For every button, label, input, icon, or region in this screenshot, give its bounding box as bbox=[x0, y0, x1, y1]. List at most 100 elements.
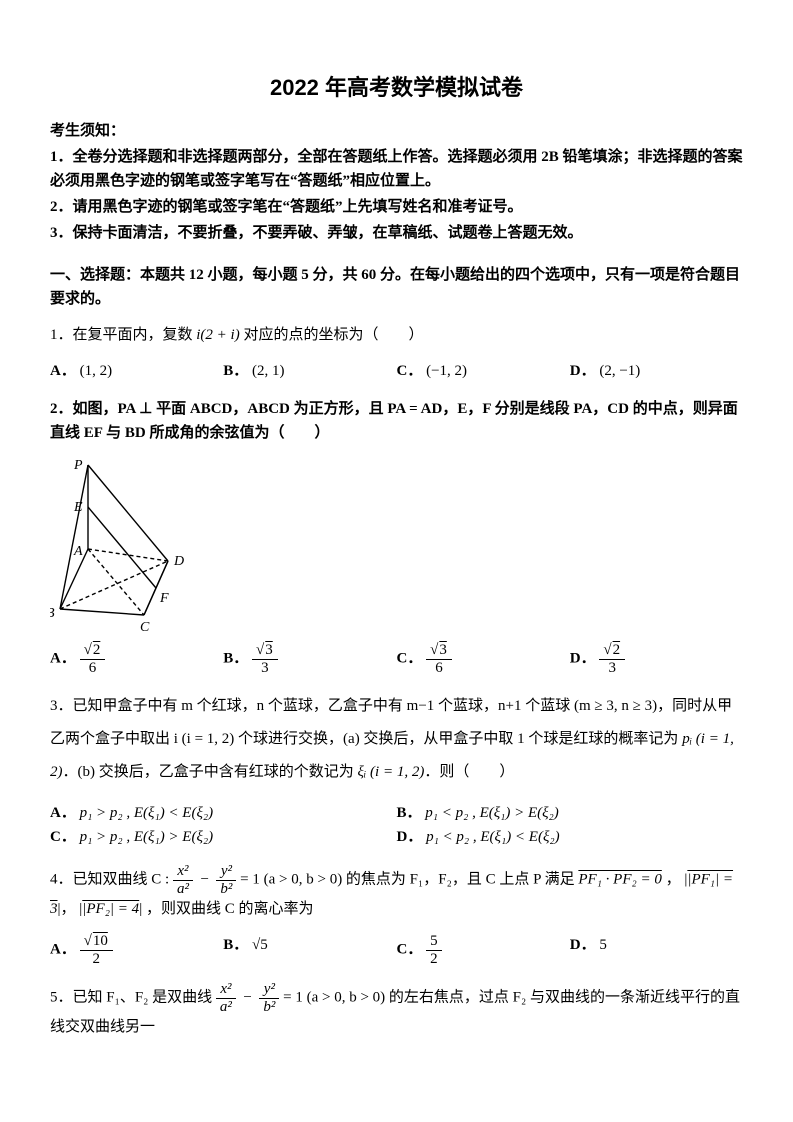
q5-frac2: y²b² bbox=[259, 981, 279, 1015]
q3-options: A． p₁ > p₂ , E(ξ₁) < E(ξ₂) B． p₁ < p₂ , … bbox=[50, 801, 743, 849]
q3-d-val: p₁ < p₂ , E(ξ₁) < E(ξ₂) bbox=[426, 829, 560, 845]
q4-frac1: x²a² bbox=[173, 863, 193, 897]
opt-label-d: D． bbox=[570, 363, 596, 379]
q1-opt-a-val: (1, 2) bbox=[80, 363, 113, 379]
q4-opt-b: B． √5 bbox=[223, 933, 396, 967]
q4-sep1: ， bbox=[666, 872, 681, 888]
q3-opt-d: D． p₁ < p₂ , E(ξ₁) < E(ξ₂) bbox=[397, 825, 744, 849]
q4-opt-d: D． 5 bbox=[570, 933, 743, 967]
q5-num2: y² bbox=[259, 981, 279, 999]
q3-a-val: p₁ > p₂ , E(ξ₁) < E(ξ₂) bbox=[80, 805, 214, 821]
q5-den2: b² bbox=[259, 999, 279, 1016]
q4-c-num: 5 bbox=[426, 933, 442, 951]
q4-pf2: |PF₂| = 4 bbox=[82, 901, 139, 917]
question-3: 3．已知甲盒子中有 m 个红球，n 个蓝球，乙盒子中有 m−1 个蓝球，n+1 … bbox=[50, 690, 743, 789]
q1-options: A． (1, 2) B． (2, 1) C． (−1, 2) D． (2, −1… bbox=[50, 359, 743, 383]
q4-num2: y² bbox=[216, 863, 236, 881]
q2-c-num: 3 bbox=[438, 642, 448, 658]
svg-text:A: A bbox=[73, 544, 83, 559]
opt-label-d: D． bbox=[570, 651, 596, 667]
opt-label-a: A． bbox=[50, 942, 76, 958]
q4-num1: x² bbox=[173, 863, 193, 881]
q4-a-num: 10 bbox=[92, 933, 109, 949]
q5-pre: 5．已知 F₁、F₂ 是双曲线 bbox=[50, 990, 216, 1006]
q1-opt-d-val: (2, −1) bbox=[599, 363, 640, 379]
svg-text:C: C bbox=[140, 620, 150, 632]
q2-figure: P A B C D E F bbox=[50, 457, 743, 632]
opt-label-c: C． bbox=[397, 651, 423, 667]
q4-c-den: 2 bbox=[426, 951, 442, 968]
q4-pre: 4．已知双曲线 C : bbox=[50, 872, 173, 888]
opt-label-d: D． bbox=[397, 829, 423, 845]
q1-stem-post: 对应的点的坐标为（ ） bbox=[240, 327, 424, 343]
q4-b-val: √5 bbox=[252, 937, 268, 953]
section-1-heading: 一、选择题：本题共 12 小题，每小题 5 分，共 60 分。在每小题给出的四个… bbox=[50, 263, 743, 311]
q4-opt-c: C． 52 bbox=[397, 933, 570, 967]
q5-num1: x² bbox=[216, 981, 236, 999]
instr-line-3: 3．保持卡面清洁，不要折叠，不要弄破、弄皱，在草稿纸、试题卷上答题无效。 bbox=[50, 221, 743, 245]
opt-label-a: A． bbox=[50, 651, 76, 667]
q3-opt-b: B． p₁ < p₂ , E(ξ₁) > E(ξ₂) bbox=[397, 801, 744, 825]
q1-opt-b: B． (2, 1) bbox=[223, 359, 396, 383]
question-5: 5．已知 F₁、F₂ 是双曲线 x²a² − y²b² = 1 (a > 0, … bbox=[50, 981, 743, 1039]
q4-post: ，则双曲线 C 的离心率为 bbox=[146, 901, 314, 917]
q2-opt-d: D． √23 bbox=[570, 642, 743, 676]
q5-den1: a² bbox=[216, 999, 236, 1016]
question-2: 2．如图，PA ⊥ 平面 ABCD，ABCD 为正方形，且 PA = AD，E，… bbox=[50, 397, 743, 445]
q1-opt-c: C． (−1, 2) bbox=[397, 359, 570, 383]
q3-opt-c: C． p₁ > p₂ , E(ξ₁) > E(ξ₂) bbox=[50, 825, 397, 849]
q2-stem: 2．如图，PA ⊥ 平面 ABCD，ABCD 为正方形，且 PA = AD，E，… bbox=[50, 401, 738, 441]
opt-label-d: D． bbox=[570, 937, 596, 953]
q3-c-val: p₁ > p₂ , E(ξ₁) > E(ξ₂) bbox=[80, 829, 214, 845]
svg-text:P: P bbox=[73, 458, 83, 473]
question-4: 4．已知双曲线 C : x²a² − y²b² = 1 (a > 0, b > … bbox=[50, 863, 743, 921]
q1-opt-b-val: (2, 1) bbox=[252, 363, 285, 379]
q4-cond: = 1 (a > 0, b > 0) 的焦点为 F₁，F₂，且 C 上点 P 满… bbox=[240, 872, 578, 888]
q4-options: A． √102 B． √5 C． 52 D． 5 bbox=[50, 933, 743, 967]
q1-opt-a: A． (1, 2) bbox=[50, 359, 223, 383]
q1-expr: i(2 + i) bbox=[196, 327, 239, 343]
q4-den2: b² bbox=[216, 881, 236, 898]
q1-opt-c-val: (−1, 2) bbox=[426, 363, 467, 379]
question-1: 1．在复平面内，复数 i(2 + i) 对应的点的坐标为（ ） bbox=[50, 323, 743, 347]
q4-c-frac: 52 bbox=[426, 933, 442, 967]
q3-b-val: p₁ < p₂ , E(ξ₁) > E(ξ₂) bbox=[425, 805, 559, 821]
q2-a-frac: √26 bbox=[80, 642, 106, 676]
q3-xi: ξᵢ (i = 1, 2) bbox=[358, 764, 425, 780]
q5-frac1: x²a² bbox=[216, 981, 236, 1015]
q2-opt-b: B． √33 bbox=[223, 642, 396, 676]
q1-opt-d: D． (2, −1) bbox=[570, 359, 743, 383]
opt-label-b: B． bbox=[223, 363, 248, 379]
q4-d-val: 5 bbox=[599, 937, 607, 953]
q1-stem-pre: 1．在复平面内，复数 bbox=[50, 327, 196, 343]
instructions-heading: 考生须知： bbox=[50, 119, 743, 143]
q2-d-num: 2 bbox=[612, 642, 622, 658]
q2-c-den: 6 bbox=[426, 660, 452, 677]
q4-den1: a² bbox=[173, 881, 193, 898]
opt-label-b: B． bbox=[223, 937, 248, 953]
q4-a-frac: √102 bbox=[80, 933, 113, 967]
svg-text:D: D bbox=[173, 554, 184, 569]
q2-a-den: 6 bbox=[80, 660, 106, 677]
q2-b-num: 3 bbox=[264, 642, 274, 658]
q3-post: ．则（ ） bbox=[424, 764, 514, 780]
q4-opt-a: A． √102 bbox=[50, 933, 223, 967]
svg-text:B: B bbox=[50, 606, 55, 621]
svg-text:F: F bbox=[159, 591, 169, 606]
q3-mid: ．(b) 交换后，乙盒子中含有红球的个数记为 bbox=[63, 764, 358, 780]
q2-b-den: 3 bbox=[252, 660, 278, 677]
opt-label-b: B． bbox=[397, 805, 422, 821]
geometry-diagram-icon: P A B C D E F bbox=[50, 457, 210, 632]
opt-label-c: C． bbox=[397, 942, 423, 958]
instr-line-2: 2．请用黑色字迹的钢笔或签字笔在“答题纸”上先填写姓名和准考证号。 bbox=[50, 195, 743, 219]
svg-text:E: E bbox=[73, 500, 83, 515]
q2-a-num: 2 bbox=[92, 642, 102, 658]
opt-label-a: A． bbox=[50, 363, 76, 379]
q2-opt-a: A． √26 bbox=[50, 642, 223, 676]
q4-frac2: y²b² bbox=[216, 863, 236, 897]
q4-veceq: PF₁ · PF₂ = 0 bbox=[578, 872, 661, 888]
opt-label-c: C． bbox=[50, 829, 76, 845]
opt-label-c: C． bbox=[397, 363, 423, 379]
opt-label-a: A． bbox=[50, 805, 76, 821]
q2-d-den: 3 bbox=[599, 660, 625, 677]
